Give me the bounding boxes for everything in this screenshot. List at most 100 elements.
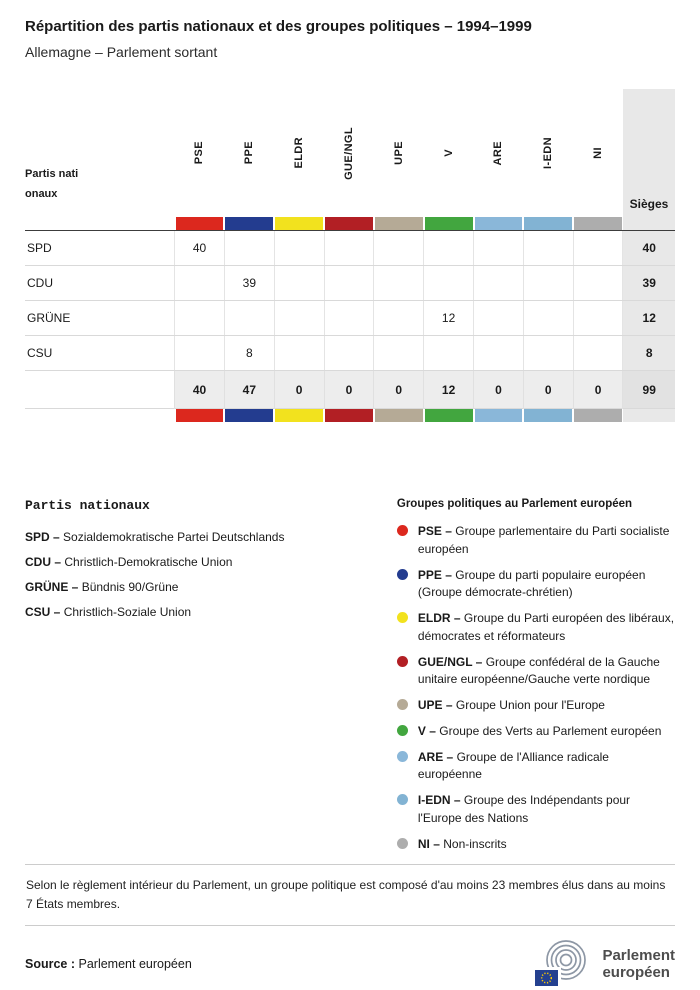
legend-item: GUE/NGL – Groupe confédéral de la Gauche… bbox=[396, 654, 675, 690]
party-name: GRÜNE bbox=[25, 300, 175, 336]
cell-value bbox=[273, 265, 325, 301]
party-name: CSU bbox=[25, 335, 175, 371]
group-color-bars-top bbox=[25, 217, 675, 231]
cell-value bbox=[323, 230, 374, 266]
table-row: CDU 39 39 bbox=[25, 265, 675, 301]
cell-value bbox=[373, 300, 424, 336]
cell-value bbox=[522, 300, 574, 336]
cell-value bbox=[473, 265, 524, 301]
table-row: GRÜNE 12 12 bbox=[25, 300, 675, 336]
color-bar-are bbox=[474, 217, 523, 230]
party-name: CDU bbox=[25, 265, 175, 301]
total-value: 40 bbox=[174, 370, 225, 409]
cell-value bbox=[423, 230, 474, 266]
cell-value: 12 bbox=[423, 300, 474, 336]
color-bar-eldr bbox=[275, 217, 324, 230]
ppe-color-dot bbox=[396, 568, 408, 580]
cell-value bbox=[572, 335, 623, 371]
cell-value bbox=[223, 300, 275, 336]
footer: Selon le règlement intérieur du Parlemen… bbox=[25, 864, 675, 990]
color-bar-i-edn bbox=[524, 409, 573, 422]
cell-value bbox=[373, 230, 424, 266]
page-title: Répartition des partis nationaux et des … bbox=[25, 18, 532, 35]
parliament-hemicycle-icon bbox=[533, 940, 587, 990]
cell-value: 40 bbox=[174, 230, 225, 266]
european-parliament-logo: Parlement européen bbox=[531, 938, 675, 990]
total-value: 12 bbox=[423, 370, 474, 409]
source-label: Source : bbox=[25, 957, 76, 972]
cell-value bbox=[373, 335, 424, 371]
table-row: SPD 40 40 bbox=[25, 230, 675, 266]
cell-value bbox=[572, 230, 623, 266]
cell-value bbox=[572, 265, 623, 301]
pse-color-dot bbox=[396, 525, 408, 536]
group-header-ni: NI bbox=[592, 147, 605, 159]
cell-value bbox=[273, 335, 325, 371]
cell-value bbox=[174, 335, 225, 371]
legend-item: ARE – Groupe de l'Alliance radicale euro… bbox=[396, 749, 675, 785]
sieges-value: 39 bbox=[622, 265, 675, 301]
legend-item: GRÜNE – Bündnis 90/Grüne bbox=[25, 580, 179, 594]
group-header-eldr: ELDR bbox=[293, 137, 306, 169]
sieges-value: 12 bbox=[622, 300, 675, 336]
cell-value bbox=[273, 230, 325, 266]
legend-item: PSE – Groupe parlementaire du Parti soci… bbox=[396, 523, 675, 559]
eldr-color-dot bbox=[396, 612, 408, 623]
cell-value bbox=[522, 265, 574, 301]
political-groups-legend: Groupes politiques au Parlement européen… bbox=[396, 498, 675, 861]
color-bar-v bbox=[424, 409, 473, 422]
cell-value bbox=[423, 335, 474, 371]
cell-value bbox=[572, 300, 623, 336]
color-bar-ni bbox=[574, 217, 622, 230]
total-value: 0 bbox=[473, 370, 524, 409]
total-value: 0 bbox=[273, 370, 325, 409]
color-bar-pse bbox=[175, 409, 224, 422]
ni-color-dot bbox=[396, 837, 408, 849]
legend-item: NI – Non-inscrits bbox=[396, 836, 675, 854]
cell-value bbox=[522, 230, 574, 266]
color-bar-are bbox=[474, 409, 523, 422]
cell-value bbox=[223, 230, 275, 266]
cell-value bbox=[323, 335, 374, 371]
legend-item: UPE – Groupe Union pour l'Europe bbox=[396, 697, 675, 715]
color-bar-pse bbox=[175, 217, 224, 230]
color-bar-eldr bbox=[275, 409, 324, 422]
group-header-i-edn: I-EDN bbox=[542, 137, 555, 169]
group-header-pse: PSE bbox=[193, 141, 206, 165]
sieges-value: 8 bbox=[622, 335, 675, 371]
sieges-value: 40 bbox=[622, 230, 675, 266]
v-color-dot bbox=[396, 724, 408, 736]
sieges-total: 99 bbox=[622, 370, 675, 409]
table-row: CSU 8 8 bbox=[25, 335, 675, 371]
cell-value bbox=[473, 335, 524, 371]
cell-value bbox=[473, 300, 524, 336]
cell-value bbox=[174, 265, 225, 301]
cell-value bbox=[174, 300, 225, 336]
cell-value bbox=[522, 335, 574, 371]
color-bar-gue-ngl bbox=[325, 217, 373, 230]
color-bar-v bbox=[424, 217, 473, 230]
color-bar-gue-ngl bbox=[325, 409, 373, 422]
table-header-row: Partis nationaux PSE PPE ELDR GUE/NGL UP… bbox=[25, 89, 675, 217]
color-bar-ppe bbox=[225, 217, 274, 230]
color-bar-upe bbox=[374, 217, 423, 230]
group-header-upe: UPE bbox=[392, 141, 405, 165]
group-header-gue-ngl: GUE/NGL bbox=[342, 126, 355, 180]
page-subtitle: Allemagne – Parlement sortant bbox=[25, 44, 218, 60]
group-color-bars-bottom bbox=[25, 408, 675, 422]
upe-color-dot bbox=[396, 699, 408, 710]
legend-item: SPD – Sozialdemokratische Partei Deutsch… bbox=[25, 530, 285, 544]
cell-value bbox=[473, 230, 524, 266]
group-header-are: ARE bbox=[492, 140, 505, 166]
cell-value bbox=[323, 265, 374, 301]
sieges-header: Sièges bbox=[629, 197, 669, 211]
source-line: Source : Parlement européen bbox=[25, 957, 192, 971]
total-value: 0 bbox=[572, 370, 623, 409]
legend-item: V – Groupe des Verts au Parlement europé… bbox=[396, 723, 675, 741]
cell-value: 39 bbox=[223, 265, 275, 301]
national-parties-heading: Partis nationaux bbox=[25, 498, 150, 513]
logo-wordmark: Parlement européen bbox=[602, 946, 675, 982]
legend-item: CSU – Christlich-Soziale Union bbox=[25, 605, 192, 619]
national-parties-legend: Partis nationaux SPD – Sozialdemokratisc… bbox=[25, 498, 397, 861]
